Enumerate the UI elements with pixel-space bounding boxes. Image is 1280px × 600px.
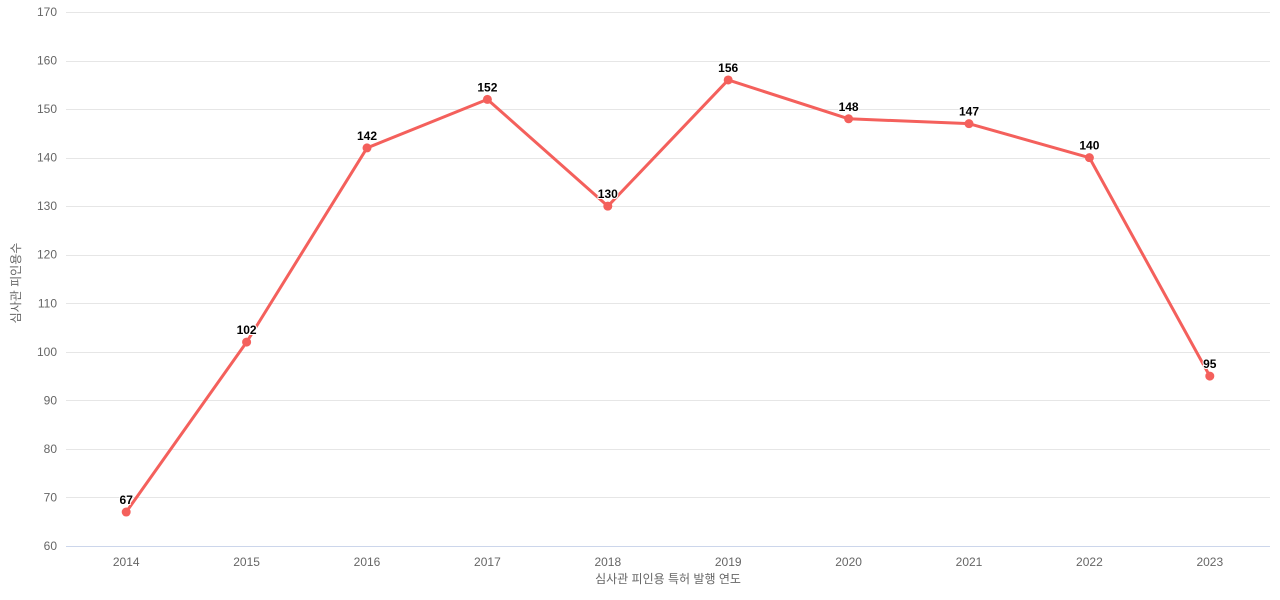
data-point-marker[interactable] xyxy=(1084,153,1094,163)
data-point-label: 156 xyxy=(718,61,738,75)
y-tick-label: 120 xyxy=(37,248,57,262)
data-point-label: 95 xyxy=(1203,357,1217,371)
data-point-label: 148 xyxy=(839,100,859,114)
x-tick-label: 2014 xyxy=(113,555,140,569)
x-tick-label: 2016 xyxy=(354,555,381,569)
data-labels: 67 102 142 152 130 156 148 147 140 95 xyxy=(119,60,1218,508)
y-tick-label: 60 xyxy=(44,539,58,553)
y-tick-label: 170 xyxy=(37,5,57,19)
x-tick-label: 2023 xyxy=(1196,555,1223,569)
data-point-label: 152 xyxy=(477,80,497,94)
data-point-label: 140 xyxy=(1079,139,1099,153)
y-tick-label: 80 xyxy=(44,442,58,456)
y-tick-labels: 60 70 80 90 100 110 120 130 140 150 160 170 xyxy=(37,5,57,553)
y-axis-title: 심사관 피인용수 xyxy=(9,243,23,324)
x-tick-label: 2021 xyxy=(956,555,983,569)
y-tick-label: 130 xyxy=(37,199,57,213)
data-point-marker[interactable] xyxy=(242,337,252,347)
gridlines xyxy=(66,12,1270,498)
data-point-marker[interactable] xyxy=(964,119,974,129)
x-tick-label: 2020 xyxy=(835,555,862,569)
data-point-label: 102 xyxy=(237,323,257,337)
x-axis-title: 심사관 피인용 특허 발행 연도 xyxy=(595,571,741,586)
data-point-marker[interactable] xyxy=(603,201,613,211)
series-line xyxy=(124,78,1212,514)
data-point-label: 142 xyxy=(357,129,377,143)
x-tick-label: 2022 xyxy=(1076,555,1103,569)
data-point-marker[interactable] xyxy=(1205,371,1215,381)
y-tick-label: 150 xyxy=(37,102,57,116)
data-point-label: 130 xyxy=(598,187,618,201)
x-tick-labels: 2014 2015 2016 2017 2018 2019 2020 2021 2022 2023 xyxy=(113,555,1224,569)
data-point-marker[interactable] xyxy=(121,507,131,517)
data-point-marker[interactable] xyxy=(723,75,733,85)
y-tick-label: 160 xyxy=(37,54,57,68)
data-point-marker[interactable] xyxy=(362,143,372,153)
data-point-label: 147 xyxy=(959,105,979,119)
data-point-marker[interactable] xyxy=(844,114,854,124)
y-tick-label: 70 xyxy=(44,490,58,504)
data-point-marker[interactable] xyxy=(482,94,492,104)
y-tick-label: 140 xyxy=(37,151,57,165)
y-tick-label: 90 xyxy=(44,393,58,407)
x-tick-label: 2017 xyxy=(474,555,501,569)
x-tick-label: 2015 xyxy=(233,555,260,569)
x-tick-label: 2019 xyxy=(715,555,742,569)
series-markers xyxy=(121,75,1215,517)
x-tick-label: 2018 xyxy=(594,555,621,569)
y-tick-label: 110 xyxy=(38,296,57,310)
y-tick-label: 100 xyxy=(37,345,57,359)
data-point-label: 67 xyxy=(120,493,134,507)
